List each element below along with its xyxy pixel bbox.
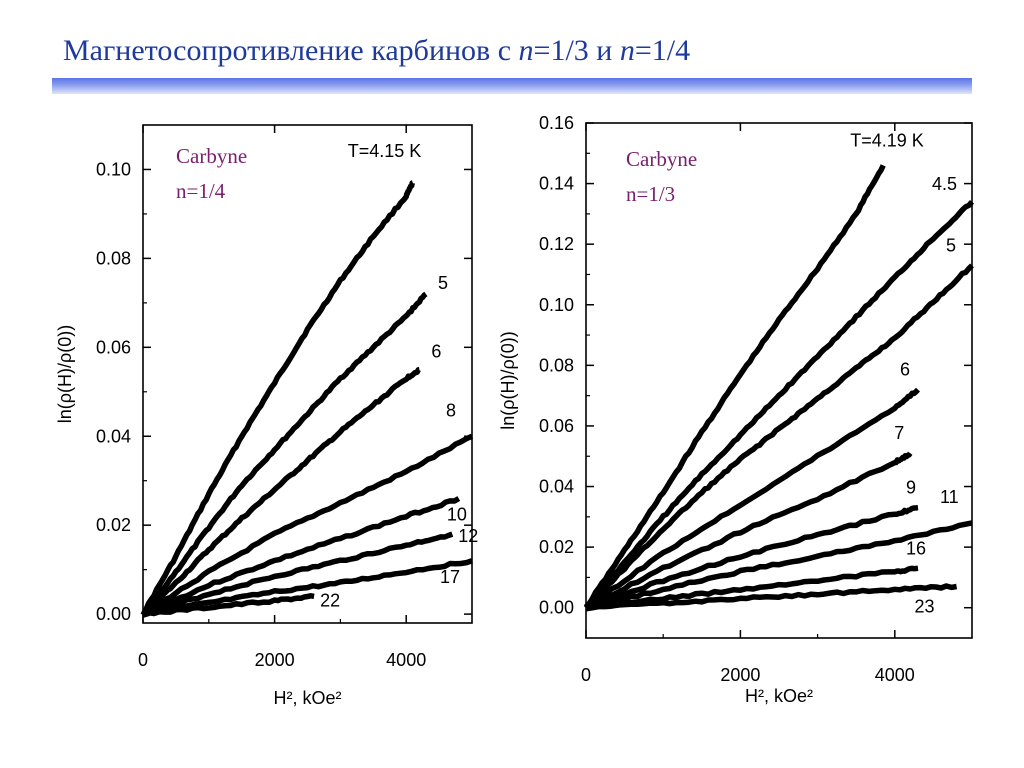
series-16: 16 — [585, 538, 926, 610]
y-tick-label: 0.10 — [539, 295, 574, 315]
y-tick-label: 0.08 — [96, 248, 131, 268]
y-tick-label: 0.00 — [96, 604, 131, 624]
series-line — [141, 433, 474, 617]
series-4.5: 4.5 — [584, 174, 975, 610]
y-axis-label: ln(ρ(H)/ρ(0)) — [55, 325, 75, 423]
series-line — [141, 496, 461, 618]
series-17: 17 — [141, 558, 473, 618]
y-tick-label: 0.08 — [539, 355, 574, 375]
x-axis-label: H², kOe² — [745, 686, 813, 706]
x-tick-label: 2000 — [720, 665, 760, 685]
series-23: 23 — [585, 583, 958, 617]
series-label: 11 — [940, 487, 959, 507]
series-label: 12 — [458, 526, 478, 546]
series-label: T=4.15 K — [348, 141, 422, 161]
series-label: 8 — [446, 400, 456, 420]
series-line — [583, 263, 974, 610]
series-line — [585, 565, 919, 610]
x-axis: 0 2000 4000 — [138, 125, 426, 670]
series-line — [142, 531, 454, 618]
series-11: 11 — [584, 487, 973, 612]
series-line — [585, 504, 919, 611]
series-9: 9 — [585, 478, 919, 611]
slide-title: Магнетосопротивление карбинов с n=1/3 и … — [63, 34, 691, 67]
series-22: 22 — [142, 590, 340, 617]
y-tick-label: 0.10 — [96, 159, 131, 179]
sample-label: n=1/3 — [626, 182, 675, 206]
y-tick-label: 0.14 — [539, 174, 574, 194]
series-line — [141, 366, 422, 617]
series-8: 8 — [141, 400, 474, 617]
series-line — [584, 520, 973, 612]
series-7: 7 — [584, 423, 913, 611]
series-12: 12 — [142, 526, 478, 618]
x-tick-label: 4000 — [386, 650, 426, 670]
y-tick-label: 0.02 — [539, 537, 574, 557]
sample-label: n=1/4 — [176, 179, 226, 203]
x-axis: 0 2000 4000 — [581, 123, 915, 685]
sample-label: Carbyne — [176, 144, 247, 168]
series-6: 6 — [141, 342, 441, 617]
series-label: 6 — [431, 342, 441, 362]
plot-frame — [142, 124, 473, 624]
series-label: 9 — [906, 478, 916, 498]
y-tick-label: 0.06 — [539, 416, 574, 436]
plot-frame — [585, 122, 973, 639]
y-tick-label: 0.06 — [96, 337, 131, 357]
series-label: 22 — [320, 590, 340, 610]
x-axis-label: H², kOe² — [273, 688, 341, 708]
x-tick-label: 4000 — [875, 665, 915, 685]
series-label: 5 — [438, 273, 448, 293]
series-label: T=4.19 K — [850, 130, 924, 150]
series-t-4.15-k: T=4.15 K — [140, 141, 422, 617]
y-axis-label: ln(ρ(H)/ρ(0)) — [498, 331, 518, 429]
series-line — [584, 199, 975, 610]
series-label: 5 — [946, 235, 956, 255]
series-line — [142, 593, 315, 617]
series-t-4.19-k: T=4.19 K — [584, 130, 924, 609]
series-label: 4.5 — [932, 174, 957, 194]
series-label: 17 — [440, 567, 460, 587]
y-tick-label: 0.00 — [539, 598, 574, 618]
series-line — [584, 164, 886, 609]
series-label: 23 — [915, 597, 935, 617]
y-tick-label: 0.02 — [96, 515, 131, 535]
series-5: 5 — [583, 235, 974, 610]
series-line — [141, 291, 428, 616]
series-line — [140, 180, 415, 617]
series-line — [141, 558, 473, 618]
series-6: 6 — [584, 360, 920, 611]
series-label: 6 — [900, 360, 910, 380]
series-label: 16 — [906, 538, 926, 558]
series-10: 10 — [141, 496, 467, 618]
series-5: 5 — [141, 273, 448, 616]
series-line — [585, 583, 958, 612]
series-line — [584, 387, 920, 611]
y-tick-label: 0.04 — [96, 426, 131, 446]
series-label: 10 — [447, 505, 467, 525]
title-underline — [52, 78, 972, 94]
series-line — [584, 451, 913, 611]
x-tick-label: 2000 — [255, 650, 295, 670]
y-tick-label: 0.16 — [539, 113, 574, 133]
x-tick-label: 0 — [581, 665, 591, 685]
sample-label: Carbyne — [626, 147, 697, 171]
y-tick-label: 0.04 — [539, 477, 574, 497]
series-label: 7 — [894, 423, 904, 443]
y-axis: 0.00 0.02 0.04 0.06 0.08 0.10 0.12 0.14 0.16 — [539, 113, 972, 618]
x-tick-label: 0 — [138, 650, 148, 670]
y-tick-label: 0.12 — [539, 234, 574, 254]
y-axis: 0.00 0.02 0.04 0.06 0.08 0.10 — [96, 159, 472, 624]
